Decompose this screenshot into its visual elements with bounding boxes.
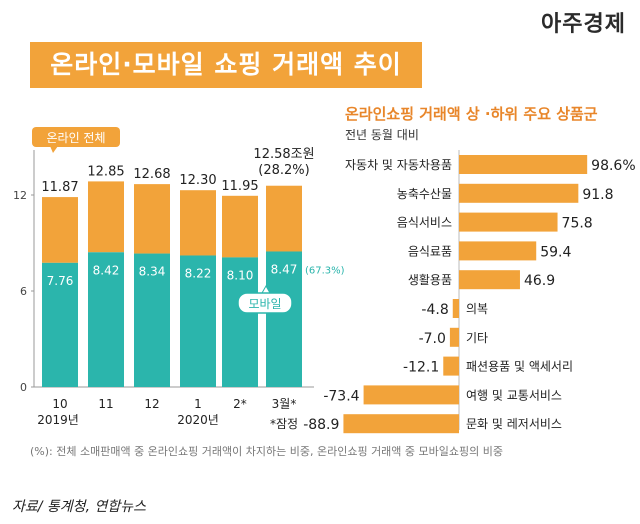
category-bar xyxy=(459,212,558,232)
mobile-value-label: 8.42 xyxy=(93,263,120,277)
category-bar xyxy=(459,270,520,290)
x-tick-label: 10 xyxy=(52,397,67,411)
category-value-label: 59.4 xyxy=(540,244,571,260)
page-title: 온라인·모바일 쇼핑 거래액 추이 xyxy=(30,42,422,88)
category-value-label: -12.1 xyxy=(403,360,439,376)
category-value-label: -7.0 xyxy=(419,331,446,347)
source-credit: 자료/ 통계청, 연합뉴스 xyxy=(12,499,146,515)
mobile-bar xyxy=(134,253,170,387)
category-label: 기타 xyxy=(466,331,488,345)
category-value-label: -4.8 xyxy=(421,302,448,318)
x-tick-label: 2* xyxy=(233,397,247,411)
category-value-label: 75.8 xyxy=(562,216,593,232)
mobile-bar xyxy=(180,255,216,387)
mobile-value-label: 8.10 xyxy=(227,268,254,282)
right-chart-subtitle: 전년 동월 대비 xyxy=(345,128,419,142)
x-tick-label: 3월* xyxy=(272,397,297,411)
last-total-label: 12.58조원 xyxy=(253,147,314,162)
mobile-legend-box xyxy=(237,292,293,314)
category-bar xyxy=(363,385,459,405)
mobile-value-label: 8.34 xyxy=(139,265,166,279)
category-label: 생활용품 xyxy=(408,273,452,287)
online-bar xyxy=(222,195,258,258)
category-label: 자동차 및 자동차용품 xyxy=(345,158,452,172)
x-tick-label: 11 xyxy=(98,397,113,411)
category-label: 의복 xyxy=(466,302,488,316)
online-legend-pointer xyxy=(50,146,58,153)
category-bar xyxy=(449,327,459,347)
category-bar xyxy=(343,414,459,434)
y-tick-label: 6 xyxy=(20,285,27,298)
y-tick-label: 12 xyxy=(13,189,27,202)
online-value-label: 11.95 xyxy=(221,179,258,194)
category-bar xyxy=(459,155,588,174)
provisional-note: *잠정 xyxy=(270,417,298,431)
mobile-bar xyxy=(222,257,258,387)
mobile-bar xyxy=(42,262,78,387)
mobile-value-label: 7.76 xyxy=(47,274,74,288)
category-value-label: -88.9 xyxy=(303,417,339,433)
category-label: 문화 및 레저서비스 xyxy=(466,417,562,431)
last-mobile-pct: (67.3%) xyxy=(305,265,345,276)
category-label: 음식서비스 xyxy=(397,216,452,230)
last-total-pct: (28.2%) xyxy=(258,163,309,178)
online-value-label: 12.68 xyxy=(133,167,170,182)
mobile-bar xyxy=(88,252,124,387)
online-bar xyxy=(88,181,124,253)
online-bar xyxy=(180,190,216,256)
category-label: 여행 및 교통서비스 xyxy=(466,387,562,402)
category-value-label: 98.6% xyxy=(591,158,635,174)
footnote: (%): 전체 소매판매액 중 온라인쇼핑 거래액이 차지하는 비중, 온라인쇼… xyxy=(30,445,503,458)
category-label: 패션용품 및 액세서리 xyxy=(466,360,573,374)
x-tick-label: 1 xyxy=(194,397,202,411)
mobile-bar xyxy=(266,251,302,387)
category-value-label: 46.9 xyxy=(524,273,555,289)
online-legend-label: 온라인 전체 xyxy=(46,131,105,145)
x-tick-label: 12 xyxy=(144,397,159,411)
mobile-value-label: 8.47 xyxy=(271,262,298,276)
mobile-value-label: 8.22 xyxy=(185,266,212,280)
online-bar xyxy=(266,185,302,252)
category-bar xyxy=(452,299,459,318)
online-legend-box xyxy=(32,127,120,147)
category-bar xyxy=(459,183,579,203)
online-bar xyxy=(134,184,170,254)
category-value-label: -73.4 xyxy=(323,388,359,404)
year-label-2019: 2019년 xyxy=(37,413,79,427)
online-value-label: 12.30 xyxy=(179,173,216,188)
online-value-label: 11.87 xyxy=(41,180,78,195)
year-label-2020: 2020년 xyxy=(177,413,219,427)
category-bar xyxy=(459,241,537,261)
online-bar xyxy=(42,197,78,263)
category-bar xyxy=(443,356,459,376)
right-chart-title: 온라인쇼핑 거래액 상 ·하위 주요 상품군 xyxy=(345,105,598,123)
category-label: 농축수산물 xyxy=(397,187,452,201)
y-tick-label: 0 xyxy=(20,381,27,394)
brand-logo: 아주경제 xyxy=(541,11,626,37)
online-value-label: 12.85 xyxy=(87,164,124,179)
category-value-label: 91.8 xyxy=(582,187,613,203)
mobile-legend-label: 모바일 xyxy=(248,297,281,311)
category-label: 음식료품 xyxy=(408,244,452,258)
